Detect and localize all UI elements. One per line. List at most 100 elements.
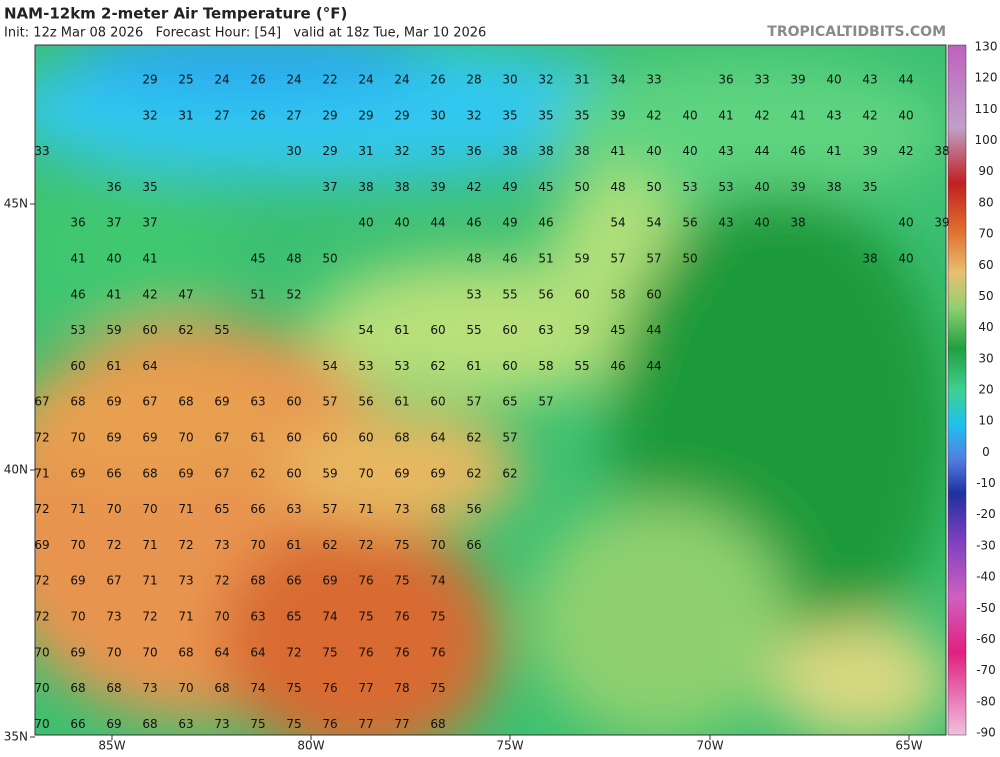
station-value: 70: [430, 538, 445, 552]
station-value: 44: [430, 216, 445, 230]
station-value: 69: [34, 538, 49, 552]
station-value: 41: [70, 252, 85, 266]
station-value: 42: [466, 180, 481, 194]
station-value: 70: [70, 431, 85, 445]
station-value: 32: [394, 144, 409, 158]
station-value: 46: [790, 144, 805, 158]
station-value: 29: [358, 108, 373, 122]
station-value: 25: [178, 73, 193, 87]
station-value: 40: [754, 216, 769, 230]
station-value: 70: [142, 645, 157, 659]
station-value: 53: [466, 287, 481, 301]
station-value: 70: [142, 502, 157, 516]
station-value: 61: [466, 359, 481, 373]
station-value: 27: [286, 108, 301, 122]
station-value: 43: [862, 73, 877, 87]
station-value: 62: [430, 359, 445, 373]
station-value: 22: [322, 73, 337, 87]
station-value: 76: [322, 717, 337, 731]
station-value: 41: [718, 108, 733, 122]
station-value: 41: [826, 144, 841, 158]
station-value: 59: [574, 323, 589, 337]
station-value: 76: [358, 645, 373, 659]
station-value: 39: [430, 180, 445, 194]
station-value: 68: [394, 431, 409, 445]
station-value: 50: [574, 180, 589, 194]
station-value: 56: [358, 395, 373, 409]
station-value: 63: [538, 323, 553, 337]
station-value: 45: [538, 180, 553, 194]
station-value: 56: [466, 502, 481, 516]
station-value: 72: [34, 431, 49, 445]
station-value: 26: [250, 73, 265, 87]
station-value: 68: [106, 681, 121, 695]
station-value: 63: [250, 395, 265, 409]
colorbar-label: -20: [976, 507, 996, 521]
station-value: 75: [358, 610, 373, 624]
station-value: 72: [178, 538, 193, 552]
lon-label: 75W: [496, 739, 523, 753]
station-value: 38: [934, 144, 949, 158]
station-value: 35: [502, 108, 517, 122]
station-value: 62: [322, 538, 337, 552]
station-value: 53: [70, 323, 85, 337]
station-value: 38: [358, 180, 373, 194]
station-value: 51: [538, 252, 553, 266]
station-value: 76: [394, 645, 409, 659]
station-value: 37: [106, 216, 121, 230]
station-value: 63: [178, 717, 193, 731]
station-value: 60: [322, 431, 337, 445]
station-value: 65: [502, 395, 517, 409]
colorbar-label: -70: [976, 663, 996, 677]
station-value: 68: [70, 395, 85, 409]
station-value: 75: [394, 574, 409, 588]
lat-label: 45N: [4, 197, 28, 211]
station-value: 72: [34, 502, 49, 516]
station-value: 69: [106, 431, 121, 445]
station-value: 65: [214, 502, 229, 516]
station-value: 73: [178, 574, 193, 588]
station-value: 62: [250, 466, 265, 480]
station-value: 44: [898, 73, 913, 87]
station-value: 62: [466, 431, 481, 445]
station-value: 38: [826, 180, 841, 194]
station-value: 50: [646, 180, 661, 194]
station-value: 46: [70, 287, 85, 301]
station-value: 67: [106, 574, 121, 588]
station-value: 66: [70, 717, 85, 731]
station-value: 54: [358, 323, 373, 337]
station-value: 69: [214, 395, 229, 409]
colorbar-label: -60: [976, 632, 996, 646]
station-value: 66: [250, 502, 265, 516]
station-value: 44: [754, 144, 769, 158]
station-value: 51: [250, 287, 265, 301]
station-value: 35: [862, 180, 877, 194]
station-value: 61: [394, 323, 409, 337]
station-value: 48: [286, 252, 301, 266]
station-value: 74: [322, 610, 337, 624]
station-value: 31: [574, 73, 589, 87]
station-value: 32: [538, 73, 553, 87]
station-value: 57: [502, 431, 517, 445]
station-value: 68: [70, 681, 85, 695]
station-value: 76: [358, 574, 373, 588]
station-value: 60: [502, 359, 517, 373]
station-value: 60: [502, 323, 517, 337]
station-value: 69: [322, 574, 337, 588]
station-value: 42: [142, 287, 157, 301]
station-value: 71: [142, 538, 157, 552]
station-value: 57: [610, 252, 625, 266]
station-value: 61: [286, 538, 301, 552]
colorbar-label: 110: [975, 102, 998, 116]
station-value: 40: [898, 108, 913, 122]
station-value: 56: [682, 216, 697, 230]
station-value: 68: [142, 466, 157, 480]
colorbar-label: -80: [976, 694, 996, 708]
station-value: 36: [106, 180, 121, 194]
station-value: 60: [646, 287, 661, 301]
station-value: 53: [394, 359, 409, 373]
station-value: 57: [322, 502, 337, 516]
station-value: 32: [466, 108, 481, 122]
station-value: 71: [34, 466, 49, 480]
lon-label: 80W: [297, 739, 324, 753]
